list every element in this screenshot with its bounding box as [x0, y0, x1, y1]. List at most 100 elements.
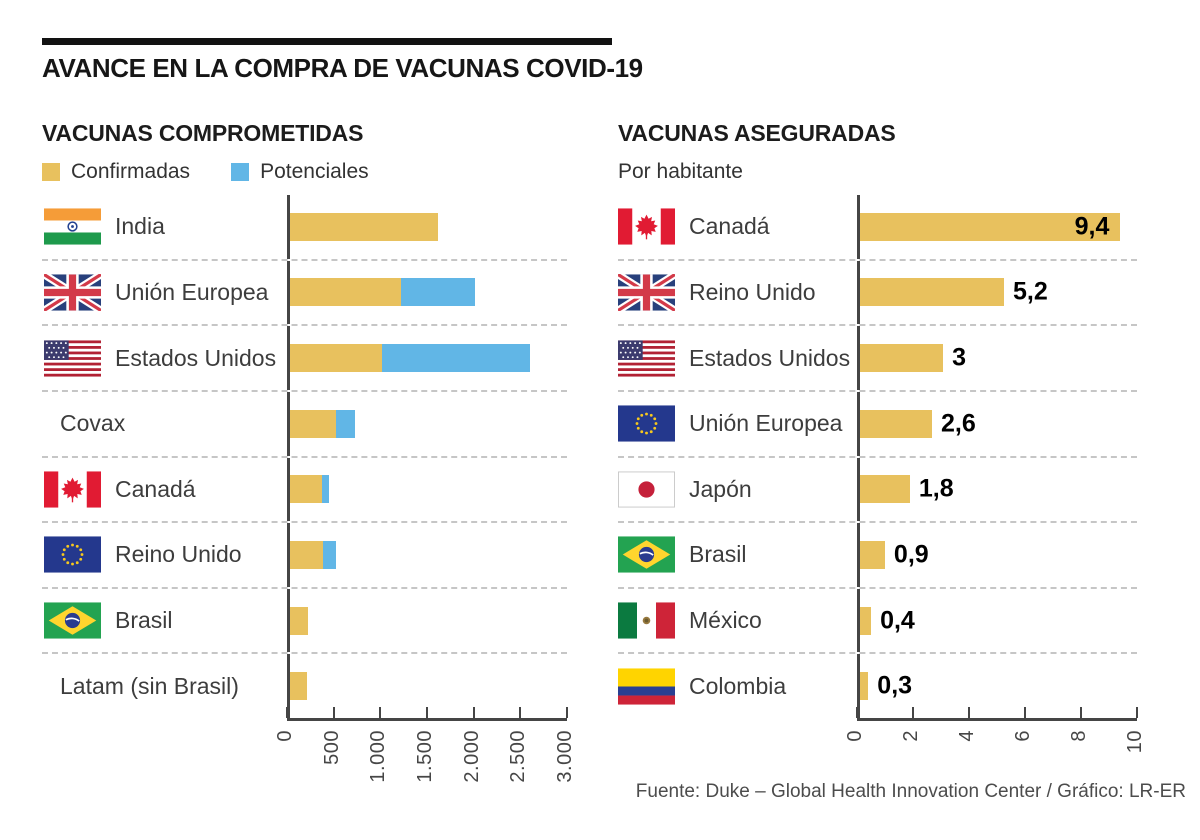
row-label: Canadá — [115, 475, 196, 502]
bar-group: 0,9 — [857, 523, 1137, 587]
flag-brazil-icon — [618, 536, 675, 573]
bar-confirmadas — [290, 278, 401, 307]
bar-aseguradas — [860, 540, 885, 569]
axis-tick — [286, 707, 288, 718]
flag-colombia-icon — [618, 668, 675, 705]
bar-group — [287, 195, 567, 259]
chart-row: Brasil — [42, 588, 567, 655]
chart-row: Canadá — [42, 457, 567, 524]
right-chart-subtitle: Por habitante — [618, 160, 743, 183]
flag-eu-icon — [44, 536, 101, 573]
axis-tick — [472, 707, 475, 718]
chart-row: India — [42, 195, 567, 261]
chart-row: Covax — [42, 391, 567, 458]
row-label: India — [115, 213, 165, 240]
left-chart: India Unión Europea — [42, 195, 567, 718]
chart-row: Latam (sin Brasil) — [42, 654, 567, 718]
row-label: Brasil — [115, 607, 173, 634]
row-label: Reino Unido — [115, 541, 242, 568]
row-label: Unión Europea — [115, 278, 269, 305]
bar-potenciales — [336, 409, 355, 438]
bar-group: 9,4 — [857, 195, 1137, 259]
bar-aseguradas — [860, 672, 869, 701]
row-label: Colombia — [689, 672, 787, 699]
bar-aseguradas — [860, 212, 1121, 241]
axis-tick-label: 500 — [320, 730, 343, 765]
flag-japan-icon — [618, 471, 675, 508]
axis-tick-label: 4 — [956, 730, 978, 742]
bar-group: 3 — [857, 326, 1137, 390]
row-label: México — [689, 607, 762, 634]
flag-canada-icon — [44, 471, 101, 508]
bar-confirmadas — [290, 475, 323, 504]
chart-row: Colombia 0,3 — [618, 654, 1137, 718]
axis-tick-label: 0 — [274, 730, 296, 742]
x-axis-right: 0 2 4 6 8 10 — [844, 707, 1146, 799]
row-label: Unión Europea — [689, 410, 843, 437]
bar-aseguradas — [860, 606, 872, 635]
bar-group — [287, 391, 567, 456]
bar-potenciales — [400, 278, 475, 307]
flag-brazil-icon — [44, 602, 101, 639]
chart-row: México 0,4 — [618, 588, 1137, 655]
axis-tick — [426, 707, 428, 718]
left-section-header: VACUNAS COMPROMETIDAS Confirmadas Potenc… — [42, 120, 369, 184]
legend-label-confirmadas: Confirmadas — [71, 160, 191, 183]
chart-row: Unión Europea 2,6 — [618, 391, 1137, 458]
legend: Confirmadas Potenciales — [42, 160, 369, 184]
bar-group: 0,3 — [857, 654, 1137, 718]
row-label: Estados Unidos — [115, 344, 277, 371]
bar-aseguradas — [860, 475, 910, 504]
axis-tick — [1024, 707, 1026, 718]
axis-tick — [856, 707, 858, 718]
chart-row: Reino Unido — [42, 523, 567, 589]
bar-group — [287, 326, 567, 390]
bar-group — [287, 654, 567, 718]
flag-uk-icon — [44, 273, 101, 311]
axis-tick — [519, 707, 522, 718]
row-label: Estados Unidos — [689, 344, 851, 371]
bar-confirmadas — [290, 409, 337, 438]
flag-india-icon — [44, 208, 101, 245]
flag-us-icon — [618, 340, 675, 377]
chart-row: Unión Europea — [42, 260, 567, 327]
flag-us-icon — [44, 340, 101, 377]
axis-tick-label: 2 — [900, 730, 922, 742]
axis-tick-label: 8 — [1068, 730, 1090, 742]
axis-tick-label: 6 — [1012, 730, 1034, 742]
footer-credit: Fuente: Duke – Global Health Innovation … — [635, 781, 1186, 802]
bar-confirmadas — [290, 540, 324, 569]
page-title: AVANCE EN LA COMPRA DE VACUNAS COVID-19 — [42, 53, 643, 83]
value-label: 2,6 — [941, 409, 976, 438]
bar-group — [287, 523, 567, 587]
chart-row: Reino Unido 5,2 — [618, 260, 1137, 327]
value-label: 9,4 — [1074, 212, 1110, 241]
right-chart: Canadá 9,4 Reino Unido 5,2 — [618, 195, 1137, 718]
x-axis-left: 0 500 1.000 1.500 2.000 2.500 3.000 — [274, 707, 576, 799]
confirmadas-swatch-icon — [42, 163, 60, 181]
value-label: 3 — [952, 343, 966, 372]
chart-row: Estados Unidos 3 — [618, 326, 1137, 392]
axis-tick — [566, 707, 568, 718]
axis-tick-label: 2.000 — [460, 730, 483, 783]
flag-mexico-icon — [618, 602, 675, 639]
axis-tick — [1080, 707, 1082, 718]
chart-row: Japón 1,8 — [618, 457, 1137, 524]
axis-tick-label: 10 — [1124, 730, 1146, 754]
value-label: 1,8 — [918, 474, 954, 503]
flag-canada-icon — [618, 208, 675, 245]
row-label: Latam (sin Brasil) — [60, 672, 239, 699]
axis-tick — [379, 707, 382, 718]
chart-row: Canadá 9,4 — [618, 195, 1137, 261]
legend-item-confirmadas: Confirmadas — [42, 160, 190, 184]
potenciales-swatch-icon — [231, 163, 250, 181]
value-label: 0,9 — [893, 540, 929, 569]
legend-item-potenciales: Potenciales — [231, 160, 369, 184]
bar-aseguradas — [860, 278, 1005, 307]
row-label: Brasil — [689, 541, 747, 568]
row-label: Reino Unido — [689, 278, 816, 305]
bar-group — [287, 457, 567, 522]
value-label: 0,4 — [880, 606, 915, 635]
bar-group: 2,6 — [857, 391, 1137, 456]
axis-tick — [332, 707, 335, 718]
